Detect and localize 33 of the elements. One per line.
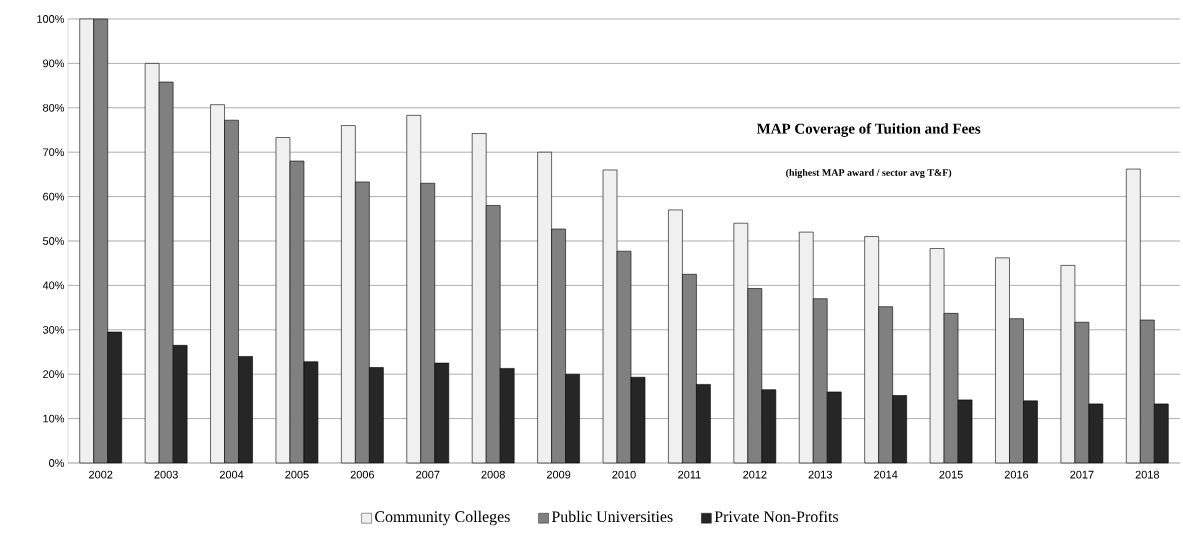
x-tick-label: 2005 [285,470,309,479]
x-tick-label: 2003 [154,470,178,479]
y-tick-label: 90% [43,59,65,68]
x-tick-label: 2013 [808,470,832,479]
text: MAP Coverage of Tuition and Fees [756,123,981,137]
x-tick-label: 2017 [1070,470,1094,479]
x-tick-label: 2007 [416,470,440,479]
x-tick-label: 2006 [350,470,375,479]
x-tick-label: 2016 [1004,470,1029,479]
x-tick-label: 2009 [546,470,571,479]
y-tick-label: 0% [49,459,65,467]
y-tick-label: 80% [43,103,65,112]
text: (highest MAP award / sector avg T&F) [786,168,952,179]
x-tick-label: 2015 [939,470,963,479]
legend-label: Private Non-Profits [714,510,839,523]
y-tick-label: 100% [37,15,65,23]
x-tick-label: 2004 [219,470,244,479]
x-tick-label: 2002 [89,470,113,479]
x-tick-label: 2010 [612,470,636,479]
y-tick-label: 70% [43,148,65,157]
y-tick-label: 40% [42,281,65,290]
x-tick-label: 2014 [874,470,898,479]
y-tick-label: 50% [42,237,65,245]
legend-label: Community Colleges [375,510,510,526]
x-tick-label: 2011 [678,470,701,479]
x-tick-label: 2018 [1135,470,1160,479]
y-tick-label: 30% [42,325,65,334]
y-tick-label: 20% [43,370,65,379]
y-tick-label: 60% [43,192,65,201]
x-tick-label: 2012 [743,470,767,479]
x-tick-label: 2008 [481,470,505,479]
legend-label: Public Universities [551,510,673,523]
y-tick-label: 10% [43,414,65,423]
